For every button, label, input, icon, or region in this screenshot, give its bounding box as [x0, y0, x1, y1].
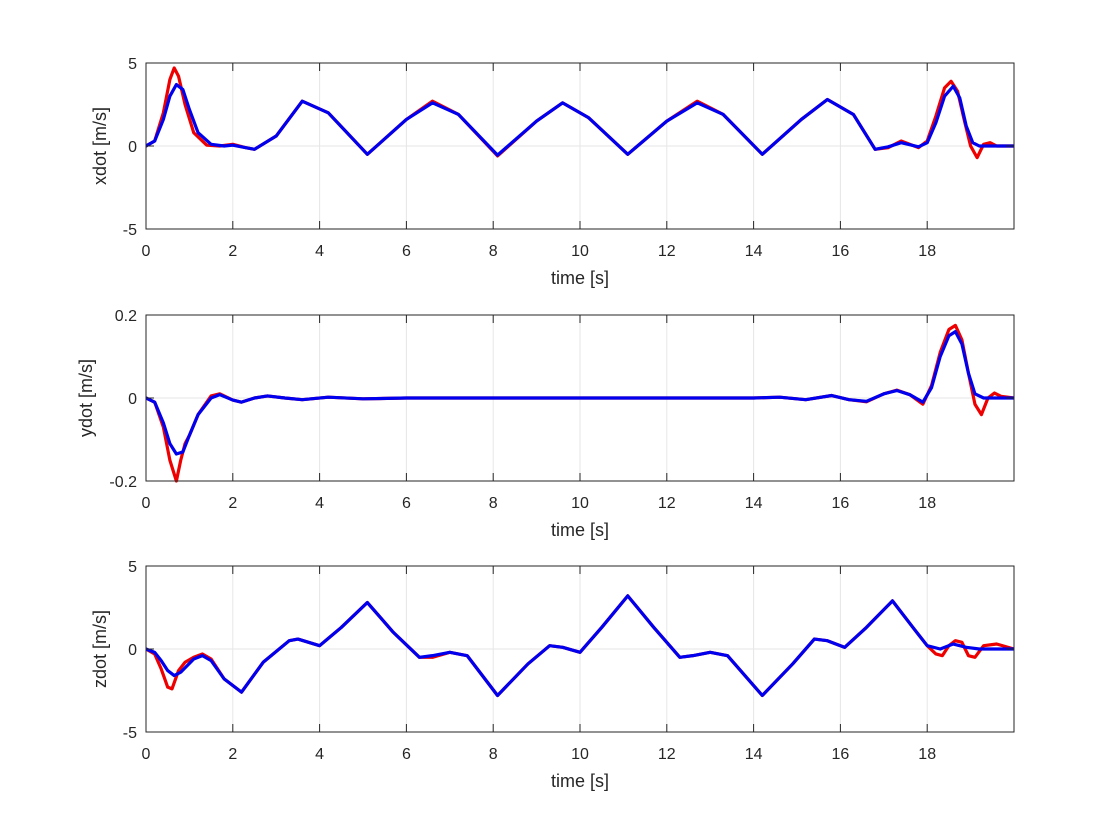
x-axis-label: time [s] [551, 771, 609, 791]
y-tick-label: -5 [123, 222, 137, 239]
x-tick-label: 18 [918, 746, 936, 763]
x-tick-label: 14 [745, 495, 763, 512]
x-tick-label: 8 [489, 746, 498, 763]
y-axis-label: zdot [m/s] [90, 610, 110, 688]
x-tick-label: 6 [402, 746, 411, 763]
axes-group: 0 2 4 6 8 10 12 14 16 18 -5 0 5 time [s] xdot [m/s] 0 2 4… [76, 56, 1015, 791]
x-tick-label: 8 [489, 243, 498, 260]
x-tick-label: 8 [489, 495, 498, 512]
x-tick-label: 4 [315, 495, 324, 512]
y-tick-label: 0.2 [115, 308, 137, 325]
x-tick-label: 2 [228, 243, 237, 260]
x-tick-label: 4 [315, 243, 324, 260]
series-line-2 [146, 330, 1014, 456]
x-tick-label: 16 [832, 495, 850, 512]
subplot-2: 0 2 4 6 8 10 12 14 16 18 -0.2 0 0.2 time [s] ydot [m/s… [76, 308, 1015, 540]
x-axis-label: time [s] [551, 268, 609, 288]
x-tick-label: 6 [402, 243, 411, 260]
subplot-1: 0 2 4 6 8 10 12 14 16 18 -5 0 5 time [s] xdot [m/s] [90, 56, 1015, 288]
x-tick-label: 14 [745, 746, 763, 763]
x-tick-label: 2 [228, 746, 237, 763]
x-tick-label: 12 [658, 746, 676, 763]
y-tick-label: 0 [128, 642, 137, 659]
x-tick-label: 14 [745, 243, 763, 260]
y-tick-label: -0.2 [109, 474, 137, 491]
x-tick-label: 12 [658, 495, 676, 512]
x-tick-label: 4 [315, 746, 324, 763]
x-tick-label: 18 [918, 243, 936, 260]
x-tick-label: 6 [402, 495, 411, 512]
y-axis-label: ydot [m/s] [76, 359, 96, 437]
x-tick-label: 10 [571, 746, 589, 763]
series-line-2 [146, 82, 1014, 157]
x-tick-label: 10 [571, 243, 589, 260]
x-tick-label: 18 [918, 495, 936, 512]
y-tick-label: 5 [128, 559, 137, 576]
x-tick-label: 0 [142, 746, 151, 763]
y-tick-label: -5 [123, 725, 137, 742]
x-tick-label: 0 [142, 495, 151, 512]
y-tick-label: 0 [128, 139, 137, 156]
x-axis-label: time [s] [551, 520, 609, 540]
subplot-3: 0 2 4 6 8 10 12 14 16 18 -5 0 5 time [s] zdot [m/s] [90, 559, 1015, 791]
x-tick-label: 0 [142, 243, 151, 260]
x-tick-label: 12 [658, 243, 676, 260]
y-tick-label: 5 [128, 56, 137, 73]
series-line-2 [146, 594, 1014, 698]
y-axis-label: xdot [m/s] [90, 107, 110, 185]
y-tick-label: 0 [128, 391, 137, 408]
x-tick-label: 16 [832, 746, 850, 763]
x-tick-label: 16 [832, 243, 850, 260]
x-tick-label: 2 [228, 495, 237, 512]
x-tick-label: 10 [571, 495, 589, 512]
